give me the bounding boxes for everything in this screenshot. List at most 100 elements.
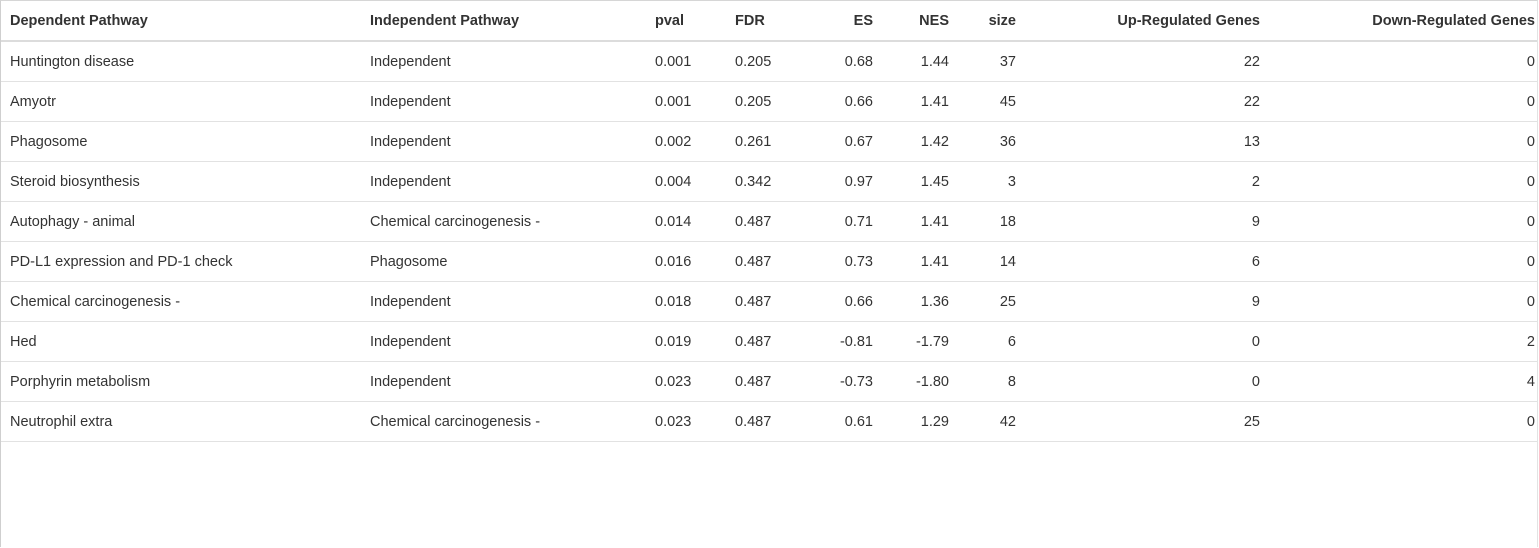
cell-fdr: 0.205 — [693, 81, 783, 122]
cell-up-regulated-genes: 22 — [1026, 41, 1270, 82]
cell-down-regulated-genes: 4 — [1270, 361, 1537, 402]
cell-pval: 0.018 — [637, 281, 693, 322]
table-row[interactable]: PD-L1 expression and PD-1 check Phagosome… — [1, 241, 1537, 282]
header-size[interactable]: size — [959, 1, 1026, 42]
header-down-regulated-genes[interactable]: Down-Regulated Genes — [1270, 1, 1537, 42]
cell-dependent-pathway: Neutrophil extra — [1, 401, 361, 442]
cell-dependent-pathway: Autophagy - animal — [1, 201, 361, 242]
cell-independent-pathway: Independent — [361, 121, 637, 162]
cell-pval: 0.014 — [637, 201, 693, 242]
cell-fdr: 0.487 — [693, 201, 783, 242]
cell-up-regulated-genes: 0 — [1026, 361, 1270, 402]
cell-independent-pathway: Independent — [361, 281, 637, 322]
cell-independent-pathway: Independent — [361, 41, 637, 82]
table-row[interactable]: Chemical carcinogenesis - Independent 0.01… — [1, 281, 1537, 322]
cell-size: 25 — [959, 281, 1026, 322]
cell-up-regulated-genes: 2 — [1026, 161, 1270, 202]
cell-es: 0.73 — [783, 241, 883, 282]
cell-es: 0.67 — [783, 121, 883, 162]
cell-down-regulated-genes: 0 — [1270, 41, 1537, 82]
cell-up-regulated-genes: 9 — [1026, 201, 1270, 242]
cell-nes: 1.36 — [883, 281, 959, 322]
cell-pval: 0.016 — [637, 241, 693, 282]
cell-nes: -1.79 — [883, 321, 959, 362]
cell-down-regulated-genes: 0 — [1270, 121, 1537, 162]
cell-down-regulated-genes: 0 — [1270, 281, 1537, 322]
cell-dependent-pathway: PD-L1 expression and PD-1 check — [1, 241, 361, 282]
cell-up-regulated-genes: 25 — [1026, 401, 1270, 442]
cell-size: 36 — [959, 121, 1026, 162]
cell-fdr: 0.487 — [693, 361, 783, 402]
table-row[interactable]: Huntington disease Independent 0.001 0.205 0… — [1, 41, 1537, 82]
cell-pval: 0.023 — [637, 361, 693, 402]
cell-down-regulated-genes: 0 — [1270, 201, 1537, 242]
cell-es: 0.61 — [783, 401, 883, 442]
cell-down-regulated-genes: 0 — [1270, 401, 1537, 442]
cell-down-regulated-genes: 0 — [1270, 161, 1537, 202]
cell-es: 0.71 — [783, 201, 883, 242]
cell-nes: 1.45 — [883, 161, 959, 202]
header-up-regulated-genes[interactable]: Up-Regulated Genes — [1026, 1, 1270, 42]
cell-es: 0.68 — [783, 41, 883, 82]
cell-nes: -1.80 — [883, 361, 959, 402]
cell-es: -0.81 — [783, 321, 883, 362]
cell-fdr: 0.205 — [693, 41, 783, 82]
header-dependent-pathway[interactable]: Dependent Pathway — [1, 1, 361, 42]
cell-independent-pathway: Independent — [361, 161, 637, 202]
cell-fdr: 0.487 — [693, 401, 783, 442]
cell-size: 45 — [959, 81, 1026, 122]
header-fdr[interactable]: FDR — [693, 1, 783, 42]
cell-dependent-pathway: Porphyrin metabolism — [1, 361, 361, 402]
cell-up-regulated-genes: 9 — [1026, 281, 1270, 322]
table-row[interactable]: Phagosome Independent 0.002 0.261 0.67 1.42 36… — [1, 121, 1537, 162]
cell-size: 18 — [959, 201, 1026, 242]
cell-dependent-pathway: Phagosome — [1, 121, 361, 162]
table-row[interactable]: Hed Independent 0.019 0.487 -0.81 -1.79 6 0 2 — [1, 321, 1537, 362]
cell-dependent-pathway: Hed — [1, 321, 361, 362]
table-header: Dependent Pathway Independent Pathway pv… — [1, 1, 1537, 42]
cell-nes: 1.41 — [883, 201, 959, 242]
cell-es: -0.73 — [783, 361, 883, 402]
cell-independent-pathway: Independent — [361, 321, 637, 362]
cell-size: 6 — [959, 321, 1026, 362]
cell-pval: 0.001 — [637, 41, 693, 82]
cell-fdr: 0.342 — [693, 161, 783, 202]
cell-independent-pathway: Independent — [361, 81, 637, 122]
table-row[interactable]: Neutrophil extra Chemical carcinogenesis … — [1, 401, 1537, 442]
table-row[interactable]: Autophagy - animal Chemical carcinogenesi… — [1, 201, 1537, 242]
cell-es: 0.66 — [783, 281, 883, 322]
cell-down-regulated-genes: 0 — [1270, 81, 1537, 122]
cell-up-regulated-genes: 13 — [1026, 121, 1270, 162]
cell-independent-pathway: Independent — [361, 361, 637, 402]
cell-pval: 0.002 — [637, 121, 693, 162]
cell-es: 0.97 — [783, 161, 883, 202]
cell-up-regulated-genes: 6 — [1026, 241, 1270, 282]
cell-size: 37 — [959, 41, 1026, 82]
cell-size: 3 — [959, 161, 1026, 202]
cell-nes: 1.42 — [883, 121, 959, 162]
cell-es: 0.66 — [783, 81, 883, 122]
table-row[interactable]: Amyotr Independent 0.001 0.205 0.66 1.41 45 22 0 — [1, 81, 1537, 122]
cell-size: 42 — [959, 401, 1026, 442]
cell-pval: 0.019 — [637, 321, 693, 362]
table-row[interactable]: Steroid biosynthesis Independent 0.004 0.34… — [1, 161, 1537, 202]
header-pval[interactable]: pval — [637, 1, 693, 42]
cell-nes: 1.41 — [883, 81, 959, 122]
cell-down-regulated-genes: 0 — [1270, 241, 1537, 282]
header-independent-pathway[interactable]: Independent Pathway — [361, 1, 637, 42]
cell-up-regulated-genes: 0 — [1026, 321, 1270, 362]
cell-fdr: 0.261 — [693, 121, 783, 162]
cell-fdr: 0.487 — [693, 321, 783, 362]
cell-dependent-pathway: Amyotr — [1, 81, 361, 122]
cell-fdr: 0.487 — [693, 241, 783, 282]
cell-down-regulated-genes: 2 — [1270, 321, 1537, 362]
table-body: Huntington disease Independent 0.001 0.205 0… — [1, 41, 1537, 442]
header-nes[interactable]: NES — [883, 1, 959, 42]
header-es[interactable]: ES — [783, 1, 883, 42]
cell-independent-pathway: Chemical carcinogenesis - — [361, 401, 637, 442]
table-row[interactable]: Porphyrin metabolism Independent 0.023 0.48… — [1, 361, 1537, 402]
cell-nes: 1.41 — [883, 241, 959, 282]
cell-pval: 0.004 — [637, 161, 693, 202]
cell-pval: 0.001 — [637, 81, 693, 122]
